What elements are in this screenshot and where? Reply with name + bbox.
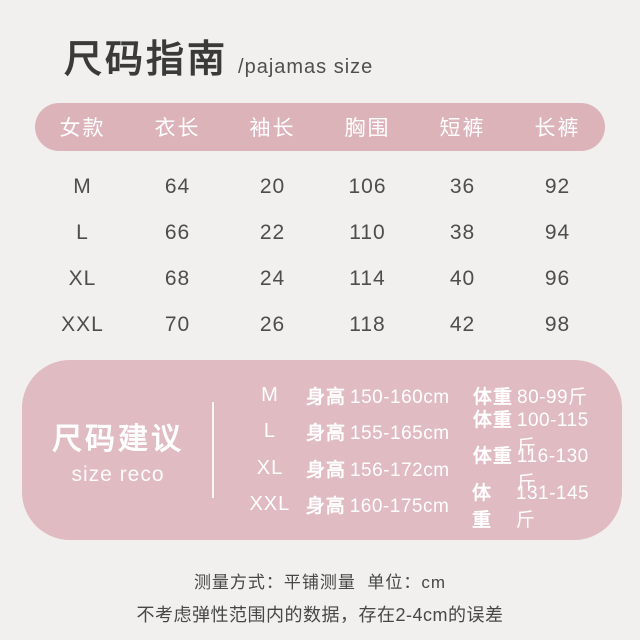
measurement-method-note: 测量方式：平铺测量 单位：cm (193, 573, 447, 592)
cell-garment-length: 64 (164, 175, 191, 198)
weight-value: 100-115 斤 (516, 409, 589, 458)
cell-sleeve-length: 24 (259, 267, 286, 290)
cell-sleeve-length: 20 (259, 175, 286, 198)
size-reco-row-xxl: XXL 身高 160-175cm 体重 131-145 斤 (234, 483, 614, 531)
height-pair: 身高 155-165cm (306, 418, 473, 445)
size-reco-label-block: 尺码建议 size reco (22, 360, 214, 540)
table-row-xxl: XXL 70 26 118 42 98 (35, 302, 605, 348)
cell-garment-length: 66 (164, 221, 191, 244)
height-label: 身高 (305, 423, 346, 445)
cell-pants: 96 (544, 267, 571, 290)
cell-sleeve-length: 22 (259, 221, 286, 244)
weight-value: 131-145 斤 (515, 482, 590, 531)
size-reco-row-xl: XL 身高 156-172cm 体重 116-130 斤 (234, 446, 614, 494)
reco-size: L (263, 420, 277, 443)
weight-label: 体重 (473, 386, 514, 408)
height-label: 身高 (305, 496, 346, 518)
size-reco-row-l: L 身高 155-165cm 体重 100-115 斤 (234, 410, 614, 458)
weight-label: 体重 (472, 446, 513, 468)
cell-size: M (73, 175, 92, 198)
col-header-chest: 胸围 (344, 117, 391, 140)
size-reco-row-m: M 身高 150-160cm 体重 80-99斤 (234, 377, 614, 414)
reco-size: M (261, 383, 279, 406)
size-reco-subtitle: size reco (71, 462, 165, 486)
height-label: 身高 (305, 459, 346, 481)
cell-garment-length: 68 (164, 267, 191, 290)
cell-chest: 106 (348, 175, 387, 198)
page-subtitle: /pajamas size (238, 55, 374, 78)
col-header-garment-length: 衣长 (154, 117, 201, 140)
cell-chest: 118 (349, 313, 386, 336)
height-value: 150-160cm (350, 386, 450, 408)
cell-shorts: 40 (449, 267, 476, 290)
cell-size: XXL (61, 313, 104, 336)
weight-pair: 体重 100-115 斤 (473, 405, 614, 459)
height-pair: 身高 160-175cm (306, 491, 472, 518)
cell-shorts: 42 (449, 313, 476, 336)
height-value: 160-175cm (349, 496, 450, 518)
col-header-shorts: 短裤 (439, 117, 486, 140)
table-row-l: L 66 22 110 38 94 (35, 210, 605, 256)
col-header-gender: 女款 (59, 117, 106, 140)
reco-size: XL (256, 456, 284, 479)
weight-pair: 体重 131-145 斤 (472, 478, 614, 532)
size-table-header: 女款 衣长 袖长 胸围 短裤 长裤 (35, 103, 605, 151)
vertical-divider (212, 402, 214, 498)
table-row-xl: XL 68 24 114 40 96 (35, 256, 605, 302)
page-title: 尺码指南 (64, 39, 229, 81)
cell-garment-length: 70 (164, 313, 191, 336)
cell-size: L (76, 221, 89, 244)
tolerance-note: 不考虑弹性范围内的数据，存在2-4cm的误差 (136, 605, 504, 625)
cell-pants: 92 (544, 175, 571, 198)
cell-shorts: 36 (449, 175, 476, 198)
table-row-m: M 64 20 106 36 92 (35, 164, 605, 210)
weight-label: 体重 (472, 409, 513, 431)
col-header-sleeve-length: 袖长 (249, 117, 296, 140)
weight-label: 体重 (472, 482, 493, 531)
weight-value: 80-99斤 (517, 386, 588, 408)
col-header-pants: 长裤 (534, 117, 581, 140)
weight-pair: 体重 116-130 斤 (473, 441, 614, 495)
cell-pants: 98 (544, 313, 571, 336)
cell-chest: 110 (349, 221, 386, 244)
height-label: 身高 (306, 386, 347, 408)
cell-chest: 114 (349, 267, 386, 290)
height-pair: 身高 156-172cm (306, 455, 473, 482)
height-value: 155-165cm (349, 423, 450, 445)
height-pair: 身高 150-160cm (306, 382, 473, 409)
weight-pair: 体重 80-99斤 (473, 382, 588, 409)
cell-shorts: 38 (449, 221, 476, 244)
cell-pants: 94 (544, 221, 571, 244)
measurement-notes: 测量方式：平铺测量 单位：cm 不考虑弹性范围内的数据，存在2-4cm的误差 (0, 568, 640, 627)
size-reco-box: 尺码建议 size reco M 身高 150-160cm 体重 80-99斤 … (22, 360, 622, 540)
size-reco-title: 尺码建议 (52, 422, 184, 456)
size-table-body: M 64 20 106 36 92 L 66 22 110 38 94 XL 6… (35, 164, 605, 348)
page-header: 尺码指南 /pajamas size (64, 39, 374, 82)
size-reco-rows: M 身高 150-160cm 体重 80-99斤 L 身高 155-165cm … (234, 360, 614, 540)
cell-size: XL (68, 267, 97, 290)
weight-value: 116-130 斤 (516, 446, 589, 495)
height-value: 156-172cm (349, 459, 450, 481)
reco-size: XXL (249, 493, 291, 516)
cell-sleeve-length: 26 (259, 313, 286, 336)
